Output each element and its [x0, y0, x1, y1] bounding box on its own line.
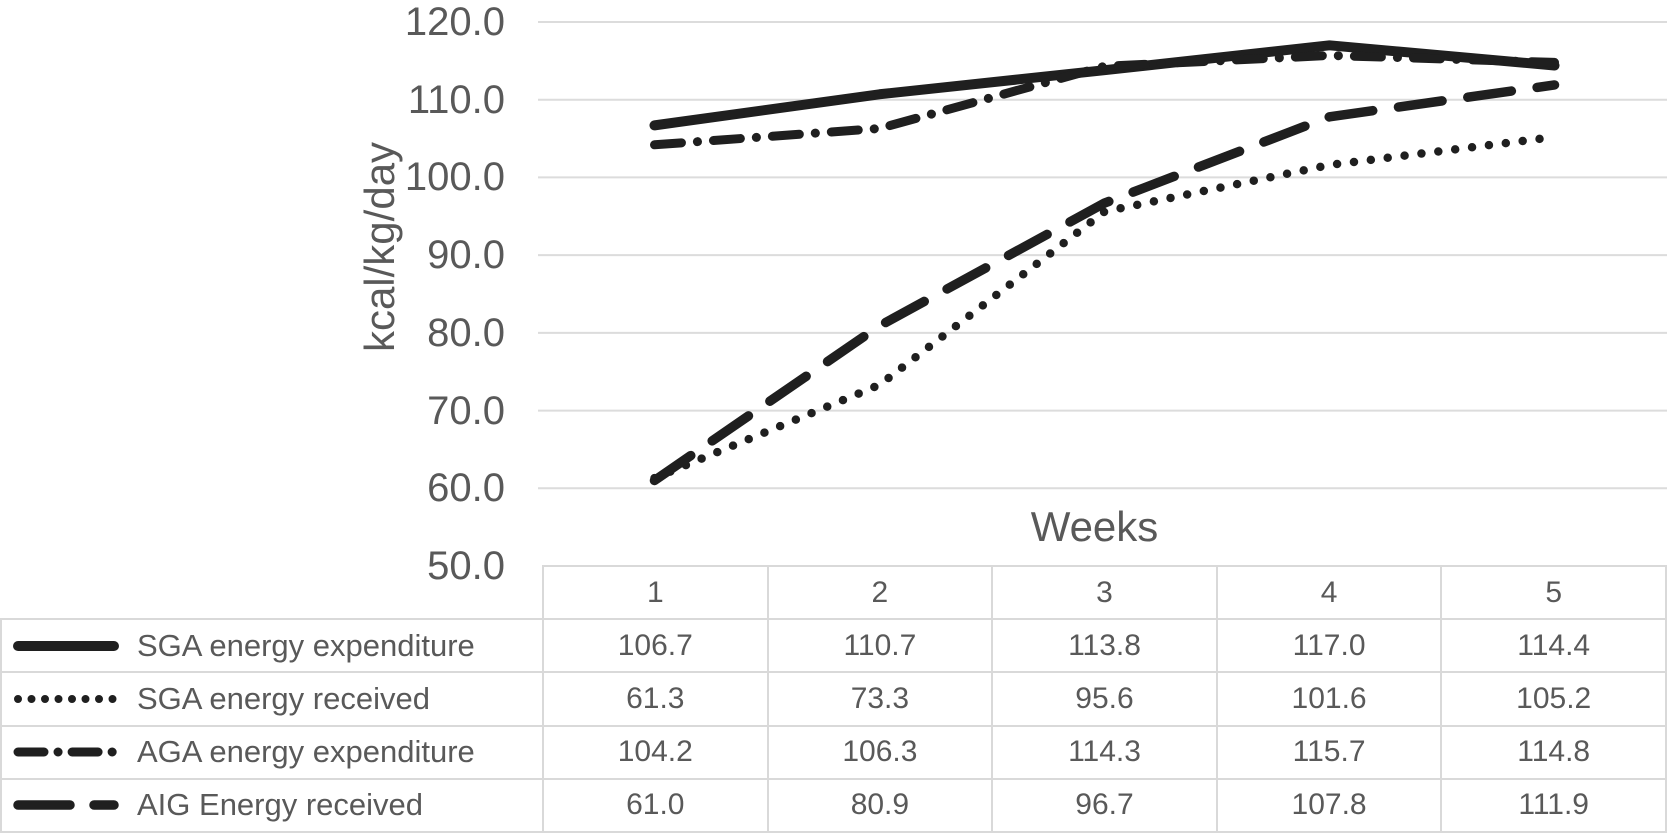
y-tick-label-60.0: 60.0 — [427, 466, 505, 511]
plot-area — [538, 21, 1667, 490]
x-axis-title: Weeks — [1030, 503, 1159, 550]
value-cell-sga-energy-expenditure: 114.4 — [1440, 618, 1665, 672]
value-cell-sga-energy-expenditure: 106.7 — [542, 618, 767, 672]
value-cell-sga-energy-received: 105.2 — [1440, 671, 1665, 725]
value-cell-sga-energy-expenditure: 110.7 — [766, 618, 992, 672]
value-cell-sga-energy-received: 61.3 — [542, 671, 767, 725]
series-label: SGA energy expenditure — [137, 627, 475, 663]
legend-cell-aga-energy-expenditure: AGA energy expenditure — [0, 724, 542, 778]
value-cell-aig-energy-received: 61.0 — [542, 777, 767, 831]
legend-cell-sga-energy-received: SGA energy received — [0, 671, 542, 725]
week-header-cell: 1 — [542, 565, 767, 619]
value-cell-aig-energy-received: 111.9 — [1440, 777, 1665, 831]
week-header-cell: 5 — [1440, 565, 1665, 619]
value-cell-aga-energy-expenditure: 115.7 — [1215, 724, 1441, 778]
series-line-aga-energy-expenditure — [650, 50, 1559, 150]
week-header-cell: 4 — [1215, 565, 1441, 619]
series-line-aig-energy-received — [649, 80, 1560, 486]
value-cell-aga-energy-expenditure: 114.8 — [1440, 724, 1665, 778]
series-line-sga-energy-received — [650, 132, 1559, 483]
value-cell-aga-energy-expenditure: 106.3 — [766, 724, 992, 778]
week-header-cell: 2 — [766, 565, 992, 619]
value-cell-sga-energy-received: 73.3 — [766, 671, 992, 725]
y-tick-label-80.0: 80.0 — [427, 310, 505, 355]
y-tick-label-70.0: 70.0 — [427, 388, 505, 433]
solid-line-sample-icon — [13, 640, 119, 651]
value-cell-aga-energy-expenditure: 104.2 — [542, 724, 767, 778]
legend-cell-aig-energy-received: AIG Energy received — [0, 777, 542, 831]
y-tick-label-50.0: 50.0 — [427, 544, 505, 588]
value-cell-sga-energy-expenditure: 113.8 — [991, 618, 1216, 672]
value-cell-sga-energy-received: 95.6 — [991, 671, 1216, 725]
week-header-cell: 3 — [991, 565, 1216, 619]
y-tick-label-90.0: 90.0 — [427, 233, 505, 278]
legend-cell-sga-energy-expenditure: SGA energy expenditure — [0, 618, 542, 672]
series-label: SGA energy received — [137, 680, 430, 716]
table-corner-blank-cell — [0, 565, 542, 618]
dashdot-line-sample-icon — [13, 747, 119, 757]
gridlines — [538, 21, 1667, 490]
series-label: AIG Energy received — [137, 787, 424, 823]
series-lines — [649, 40, 1560, 486]
series-label: AGA energy expenditure — [137, 734, 475, 770]
y-tick-label-110.0: 110.0 — [407, 77, 505, 122]
dotted-line-sample-icon — [14, 694, 118, 703]
value-cell-aig-energy-received: 107.8 — [1215, 777, 1441, 831]
data-table: 1 2 3 4 5 SGA energy expenditure 106.7 110.7 113… — [0, 565, 1667, 833]
value-cell-aig-energy-received: 80.9 — [766, 777, 992, 831]
y-tick-label-100.0: 100.0 — [404, 155, 505, 200]
value-cell-sga-energy-expenditure: 117.0 — [1215, 618, 1441, 672]
value-cell-aig-energy-received: 96.7 — [991, 777, 1216, 831]
y-tick-label-120.0: 120.0 — [404, 0, 505, 44]
value-cell-aga-energy-expenditure: 114.3 — [991, 724, 1216, 778]
dashed-line-sample-icon — [13, 800, 119, 811]
value-cell-sga-energy-received: 101.6 — [1215, 671, 1441, 725]
